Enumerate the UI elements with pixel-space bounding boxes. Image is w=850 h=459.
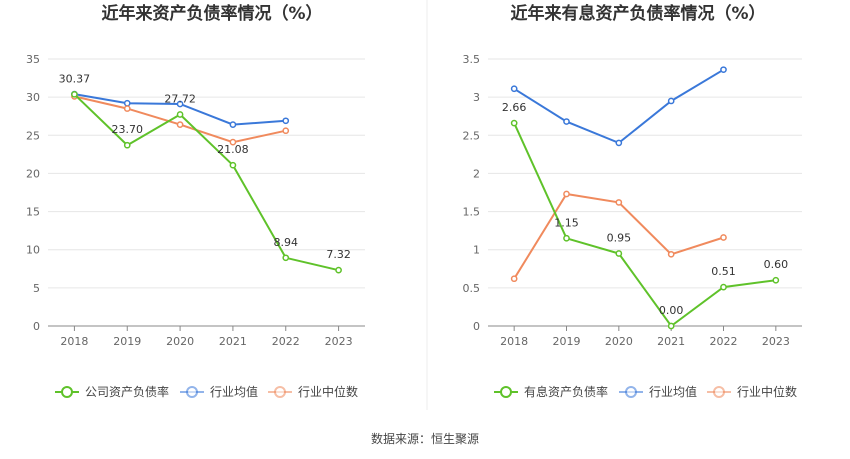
y-tick-label: 25 <box>26 129 40 142</box>
legend-marker <box>61 386 73 398</box>
data-label: 0.51 <box>711 265 736 278</box>
y-tick-label: 1 <box>473 244 480 257</box>
legend-marker <box>713 386 725 398</box>
legend-marker <box>625 386 637 398</box>
data-point <box>615 199 623 206</box>
data-point <box>720 66 727 74</box>
data-label: 8.94 <box>274 236 299 249</box>
data-point <box>667 322 675 330</box>
data-point <box>282 117 290 125</box>
x-tick-label: 2022 <box>272 335 300 348</box>
data-point <box>176 111 184 118</box>
y-tick-label: 0 <box>33 320 40 333</box>
y-tick-label: 2.5 <box>463 129 481 142</box>
data-point <box>176 121 184 128</box>
legend-label: 行业均值 <box>210 384 258 399</box>
x-tick-label: 2022 <box>710 335 738 348</box>
x-tick-label: 2021 <box>657 335 685 348</box>
x-tick-label: 2023 <box>325 335 353 348</box>
y-tick-label: 15 <box>26 206 40 219</box>
x-tick-label: 2023 <box>762 335 790 348</box>
data-point <box>563 118 570 125</box>
legend-label: 行业均值 <box>649 384 697 399</box>
data-label: 7.32 <box>326 248 351 261</box>
data-point <box>563 190 570 198</box>
y-tick-label: 5 <box>33 282 40 295</box>
data-label: 0.95 <box>607 232 632 245</box>
data-point <box>563 234 570 242</box>
series-line <box>513 122 776 328</box>
data-label: 23.70 <box>112 123 144 136</box>
legend-item: 有息资产负债率 <box>494 384 608 399</box>
data-point <box>510 275 518 283</box>
legend-item: 行业中位数 <box>268 384 358 399</box>
data-point <box>667 97 675 105</box>
y-tick-label: 3.5 <box>463 53 481 66</box>
y-tick-label: 10 <box>26 244 40 257</box>
source-note: 数据来源：恒生聚源 <box>371 431 479 446</box>
legend-marker <box>186 386 198 398</box>
data-point <box>123 141 131 149</box>
data-label: 30.37 <box>59 72 91 85</box>
legend-label: 行业中位数 <box>737 384 797 399</box>
chart-title: 近年来有息资产负债率情况（%） <box>510 3 765 24</box>
chart-debt-ratio: 近年来资产负债率情况（%） 0 5 10 15 20 25 30 35 2018 2019 2020 2… <box>26 3 365 399</box>
legend-marker <box>500 386 512 398</box>
chart-title: 近年来资产负债率情况（%） <box>101 3 322 24</box>
data-point <box>615 139 623 147</box>
data-label: 0.60 <box>764 258 789 271</box>
data-point <box>772 276 780 284</box>
x-tick-label: 2019 <box>113 335 141 348</box>
data-point <box>720 283 727 291</box>
series-line <box>513 68 725 145</box>
data-point <box>71 90 78 98</box>
y-tick-label: 1.5 <box>463 206 481 219</box>
x-tick-label: 2020 <box>166 335 194 348</box>
y-tick-label: 3 <box>473 91 480 104</box>
data-label: 27.72 <box>164 93 196 106</box>
data-point <box>282 254 290 262</box>
y-tick-label: 30 <box>26 91 40 104</box>
legend-item: 行业均值 <box>180 384 258 399</box>
legend-marker <box>274 386 286 398</box>
data-point <box>123 105 131 112</box>
legend-item: 行业均值 <box>619 384 697 399</box>
y-tick-label: 35 <box>26 53 40 66</box>
data-label: 0.00 <box>659 304 684 317</box>
legend-label: 行业中位数 <box>298 384 358 399</box>
x-tick-label: 2018 <box>60 335 88 348</box>
data-label: 21.08 <box>217 143 249 156</box>
data-point <box>510 119 518 127</box>
data-point <box>667 250 675 258</box>
legend-item: 行业中位数 <box>707 384 797 399</box>
x-tick-label: 2018 <box>500 335 528 348</box>
y-tick-label: 0 <box>473 320 480 333</box>
legend-item: 公司资产负债率 <box>55 384 169 399</box>
legend-label: 公司资产负债率 <box>85 384 169 399</box>
data-label: 2.66 <box>502 101 527 114</box>
data-label: 1.15 <box>554 216 579 229</box>
data-point <box>229 138 237 146</box>
data-point <box>282 127 290 135</box>
data-point <box>176 100 184 108</box>
series-line <box>73 93 339 272</box>
y-tick-label: 0.5 <box>463 282 481 295</box>
y-tick-label: 2 <box>473 167 480 180</box>
y-tick-label: 20 <box>26 167 40 180</box>
data-point <box>229 161 237 169</box>
data-point <box>229 121 237 128</box>
data-point <box>720 234 727 241</box>
x-tick-label: 2020 <box>605 335 633 348</box>
x-tick-label: 2021 <box>219 335 247 348</box>
data-point <box>123 99 131 107</box>
legend-label: 有息资产负债率 <box>524 384 608 399</box>
data-point <box>615 250 623 257</box>
data-point <box>335 266 342 274</box>
x-tick-label: 2019 <box>553 335 581 348</box>
data-point <box>510 85 518 93</box>
